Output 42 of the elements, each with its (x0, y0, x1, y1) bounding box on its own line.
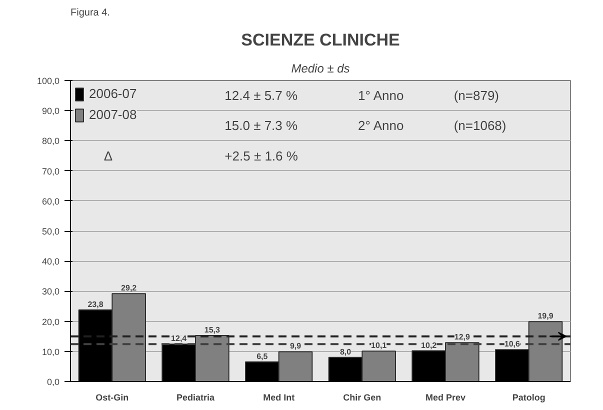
y-tick-label: 50,0 (42, 226, 60, 236)
chart-title: SCIENZE CLINICHE (241, 30, 400, 50)
y-tick-label: 80,0 (42, 136, 60, 146)
x-tick-label: Chir Gen (343, 392, 382, 402)
x-tick-label: Med Int (263, 392, 295, 402)
data-label: 10,2 (421, 340, 438, 350)
data-label: 29,2 (121, 284, 138, 293)
data-label: 23,8 (88, 300, 104, 309)
x-tick-label: Pediatria (176, 392, 216, 402)
legend-label: 2006-07 (89, 85, 137, 103)
annotation: 2° Anno (358, 118, 404, 134)
legend-label: 2007-08 (89, 106, 137, 124)
x-tick-label: Patolog (512, 392, 546, 402)
y-tick-label: 10,0 (42, 346, 60, 357)
annotation: (n=1068) (454, 118, 506, 134)
y-tick-label: 70,0 (42, 166, 60, 176)
text: Figura 4. (70, 8, 110, 18)
annotation: Δ (104, 148, 113, 164)
data-label: 9,9 (290, 342, 302, 351)
y-tick-label: 90,0 (42, 106, 60, 116)
data-label: 6,5 (256, 352, 268, 361)
annotation: 15.0 ± 7.3 % (224, 118, 298, 134)
data-label: 15,3 (204, 325, 221, 334)
y-tick-label: 30,0 (42, 286, 60, 297)
annotation: +2.5 ± 1.6 % (224, 148, 298, 164)
data-label: 12,4 (171, 334, 188, 344)
annotation: 1° Anno (358, 88, 404, 104)
y-tick-label: 40,0 (42, 256, 60, 267)
data-label: 10,6 (504, 340, 521, 349)
annotation: (n=879) (454, 88, 500, 104)
y-tick-label: 100,0 (36, 76, 60, 86)
y-tick-label: 0,0 (46, 377, 60, 387)
chart-subtitle: Medio ± ds (291, 62, 350, 76)
y-tick-label: 20,0 (42, 316, 60, 327)
data-label: 12,9 (454, 332, 471, 342)
data-label: 19,9 (538, 312, 554, 321)
y-tick-label: 60,0 (42, 196, 60, 206)
annotation: 12.4 ± 5.7 % (224, 88, 298, 104)
data-label: 10,1 (371, 341, 388, 350)
data-label: 8,0 (340, 347, 352, 356)
x-tick-label: Ost-Gin (96, 392, 129, 402)
x-tick-label: Med Prev (425, 392, 466, 402)
